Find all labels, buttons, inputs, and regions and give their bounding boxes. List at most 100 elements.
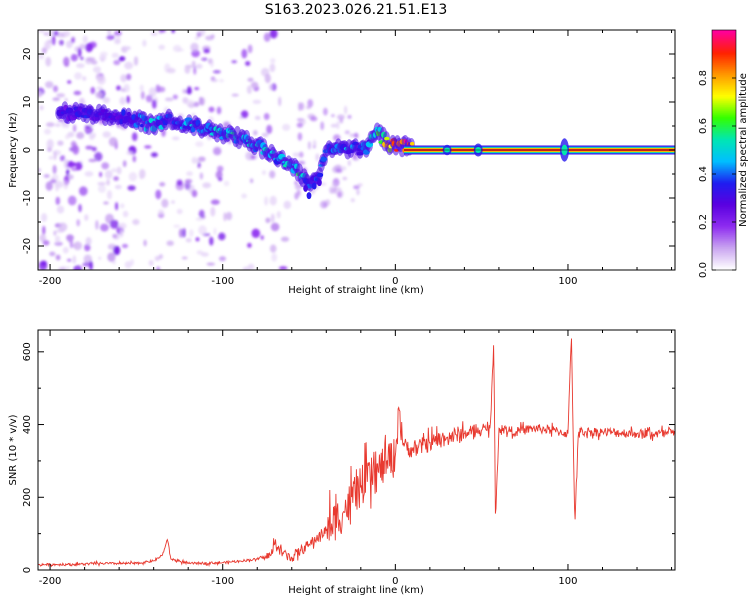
colorbar-step [712, 50, 736, 53]
heatmap-speckle [347, 159, 351, 167]
snr-panel: -200 -100 0 100 0 200 400 600 Height of straig… [8, 329, 676, 596]
colorbar-step [712, 236, 736, 239]
heatmap-speckle [198, 156, 206, 162]
colorbar-step [712, 220, 736, 223]
heatmap-speckle [58, 222, 68, 232]
figure-title: S163.2023.026.21.51.E13 [265, 2, 448, 18]
heatmap-speckle [88, 158, 97, 163]
heatmap-speckle [39, 234, 47, 242]
heatmap-speckle [350, 198, 355, 203]
heatmap-speckle [331, 181, 337, 187]
heatmap-speckle [113, 245, 121, 256]
heatmap-speckle [55, 254, 61, 261]
heatmap-speckle [269, 63, 276, 73]
heatmap-speckle [157, 209, 165, 215]
heatmap-speckle [176, 179, 183, 186]
colorbar-step [712, 154, 736, 157]
heatmap-speckle [114, 184, 122, 190]
heatmap-speckle [102, 131, 111, 138]
x-tick-label: -200 [39, 276, 62, 287]
heatmap-speckle [38, 53, 45, 60]
ridge-core [306, 192, 312, 200]
spectrogram-x-axis-label: Height of straight line (km) [288, 285, 424, 296]
heatmap-speckle [109, 219, 119, 229]
x-tick-label: 0 [392, 576, 398, 587]
heatmap-speckle [48, 155, 54, 160]
heatmap-speckle [249, 178, 254, 184]
heatmap-speckle [184, 179, 193, 184]
ridge-core [384, 136, 390, 141]
heatmap-speckle [79, 186, 88, 196]
heatmap-speckle [241, 48, 248, 59]
heatmap-speckle [64, 97, 68, 103]
heatmap-speckle [191, 60, 196, 67]
y-tick-label: -10 [22, 190, 33, 206]
heatmap-speckle [103, 201, 109, 205]
y-tick-label: -20 [22, 238, 33, 254]
heatmap-speckle [59, 39, 64, 46]
heatmap-speckle [189, 229, 194, 238]
heatmap-speckle [66, 266, 70, 270]
heatmap-speckle [157, 86, 166, 93]
colorbar-step [712, 266, 736, 269]
heatmap-speckle [145, 94, 153, 103]
heatmap-speckle [324, 199, 331, 206]
heatmap-speckle [173, 224, 181, 228]
heatmap-speckle [191, 157, 198, 164]
heatmap-speckle [193, 65, 197, 75]
colorbar-label: Normalized spectral amplitude [738, 73, 749, 227]
colorbar-step [712, 90, 736, 93]
heatmap-speckle [159, 182, 166, 187]
colorbar-step [712, 110, 736, 113]
heatmap-speckle [113, 176, 119, 181]
heatmap-speckle [208, 106, 215, 113]
x-tick-label: 100 [558, 576, 577, 587]
heatmap-speckle [115, 34, 121, 44]
heatmap-speckle [85, 42, 93, 53]
colorbar-step [712, 246, 736, 249]
heatmap-speckle [41, 47, 48, 54]
heatmap-speckle [250, 81, 259, 89]
heatmap-speckle [71, 146, 78, 153]
y-tick-label: 10 [22, 96, 33, 109]
heatmap-speckle [150, 152, 158, 158]
heatmap-speckle [43, 174, 50, 178]
heatmap-speckle [98, 256, 102, 260]
heatmap-speckle [209, 236, 214, 246]
y-tick-label: 400 [22, 415, 33, 434]
colorbar-step [712, 122, 736, 125]
colorbar-step [712, 222, 736, 225]
heatmap-speckle [114, 202, 119, 211]
x-tick-label: -100 [211, 276, 234, 287]
heatmap-speckle [50, 177, 56, 184]
heatmap-speckle [85, 145, 94, 150]
heatmap-speckle [295, 192, 301, 198]
heatmap-speckle [280, 236, 290, 242]
heatmap-speckle [93, 66, 101, 73]
heatmap-speckle [76, 63, 85, 69]
heatmap-speckle [86, 57, 96, 62]
heatmap-speckle [84, 214, 89, 221]
heatmap-speckle [72, 255, 77, 264]
heatmap-speckle [186, 86, 192, 95]
heatmap-speckle [83, 254, 93, 264]
colorbar-step [712, 168, 736, 171]
snr-y-axis-label: SNR (10 * v/v) [8, 414, 19, 485]
heatmap-speckle [49, 251, 56, 257]
heatmap-speckle [108, 137, 118, 147]
heatmap-speckle [205, 35, 215, 41]
heatmap-speckle [57, 119, 65, 122]
colorbar-step [712, 142, 736, 145]
colorbar-step [712, 42, 736, 45]
colorbar-step [712, 192, 736, 195]
heatmap-speckle [171, 200, 175, 204]
heatmap-speckle [54, 241, 63, 246]
x-tick-label: -200 [39, 576, 62, 587]
colorbar-step [712, 210, 736, 213]
heatmap-speckle [44, 128, 51, 135]
heatmap-speckle [67, 80, 72, 84]
heatmap-speckle [344, 105, 348, 115]
heatmap-speckle [133, 56, 139, 66]
colorbar-step [712, 100, 736, 103]
colorbar-step [712, 158, 736, 161]
